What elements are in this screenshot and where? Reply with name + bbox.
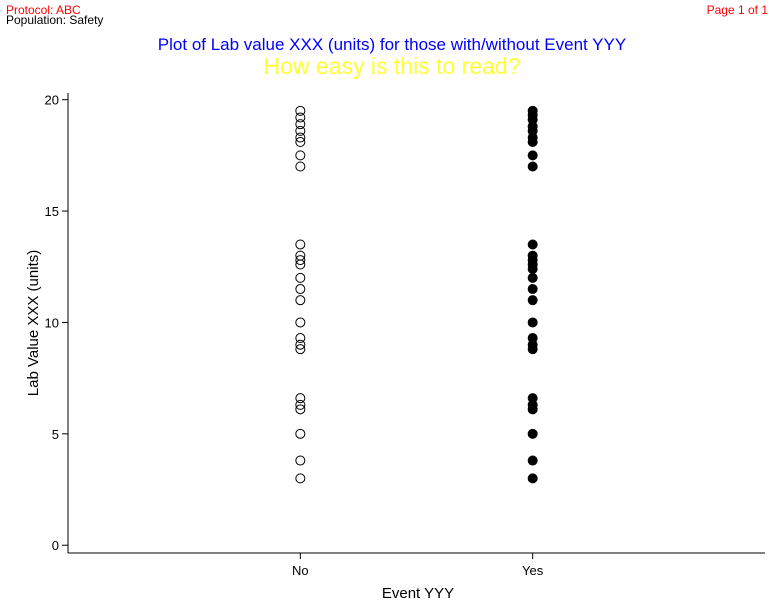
data-point (527, 404, 538, 415)
data-point (527, 284, 538, 295)
data-point (527, 473, 538, 484)
data-point (527, 263, 538, 274)
x-axis-label: Event YYY (382, 585, 454, 602)
data-point (295, 259, 306, 270)
data-point (295, 112, 306, 123)
data-point (295, 317, 306, 328)
data-point (295, 455, 306, 466)
data-point (527, 428, 538, 439)
data-point (295, 119, 306, 130)
x-tick-label: No (292, 563, 309, 578)
y-tick-label: 0 (52, 538, 59, 553)
data-point (527, 455, 538, 466)
y-tick-label: 5 (52, 427, 59, 442)
data-point (527, 295, 538, 306)
data-point (295, 137, 306, 148)
data-point (527, 239, 538, 250)
data-point (295, 150, 306, 161)
data-point (295, 105, 306, 116)
data-point (295, 125, 306, 136)
data-point (527, 137, 538, 148)
data-point (295, 393, 306, 404)
data-point (295, 344, 306, 355)
data-point (295, 404, 306, 415)
chart-subtitle: How easy is this to read? (264, 53, 521, 79)
protocol: Protocol: ABC (6, 3, 81, 17)
data-point (295, 272, 306, 283)
data-point (295, 339, 306, 350)
data-point (295, 161, 306, 172)
data-point (295, 399, 306, 410)
page-number: Page 1 of 1 (707, 3, 769, 17)
data-point (295, 333, 306, 344)
data-point (527, 344, 538, 355)
data-point (295, 295, 306, 306)
y-tick-label: 20 (45, 93, 59, 108)
y-axis-label: Lab Value XXX (units) (25, 250, 42, 396)
data-point (295, 239, 306, 250)
chart-title: Plot of Lab value XXX (units) for those … (158, 35, 626, 54)
x-tick-label: Yes (522, 563, 544, 578)
data-point (295, 284, 306, 295)
data-point (295, 473, 306, 484)
data-point (295, 132, 306, 143)
y-tick-label: 15 (45, 204, 59, 219)
data-point (527, 272, 538, 283)
population: Population: Safety (6, 13, 103, 27)
data-point (295, 255, 306, 266)
data-point (527, 150, 538, 161)
data-point (527, 317, 538, 328)
data-point (295, 428, 306, 439)
y-tick-label: 10 (45, 315, 59, 330)
data-point (527, 161, 538, 172)
